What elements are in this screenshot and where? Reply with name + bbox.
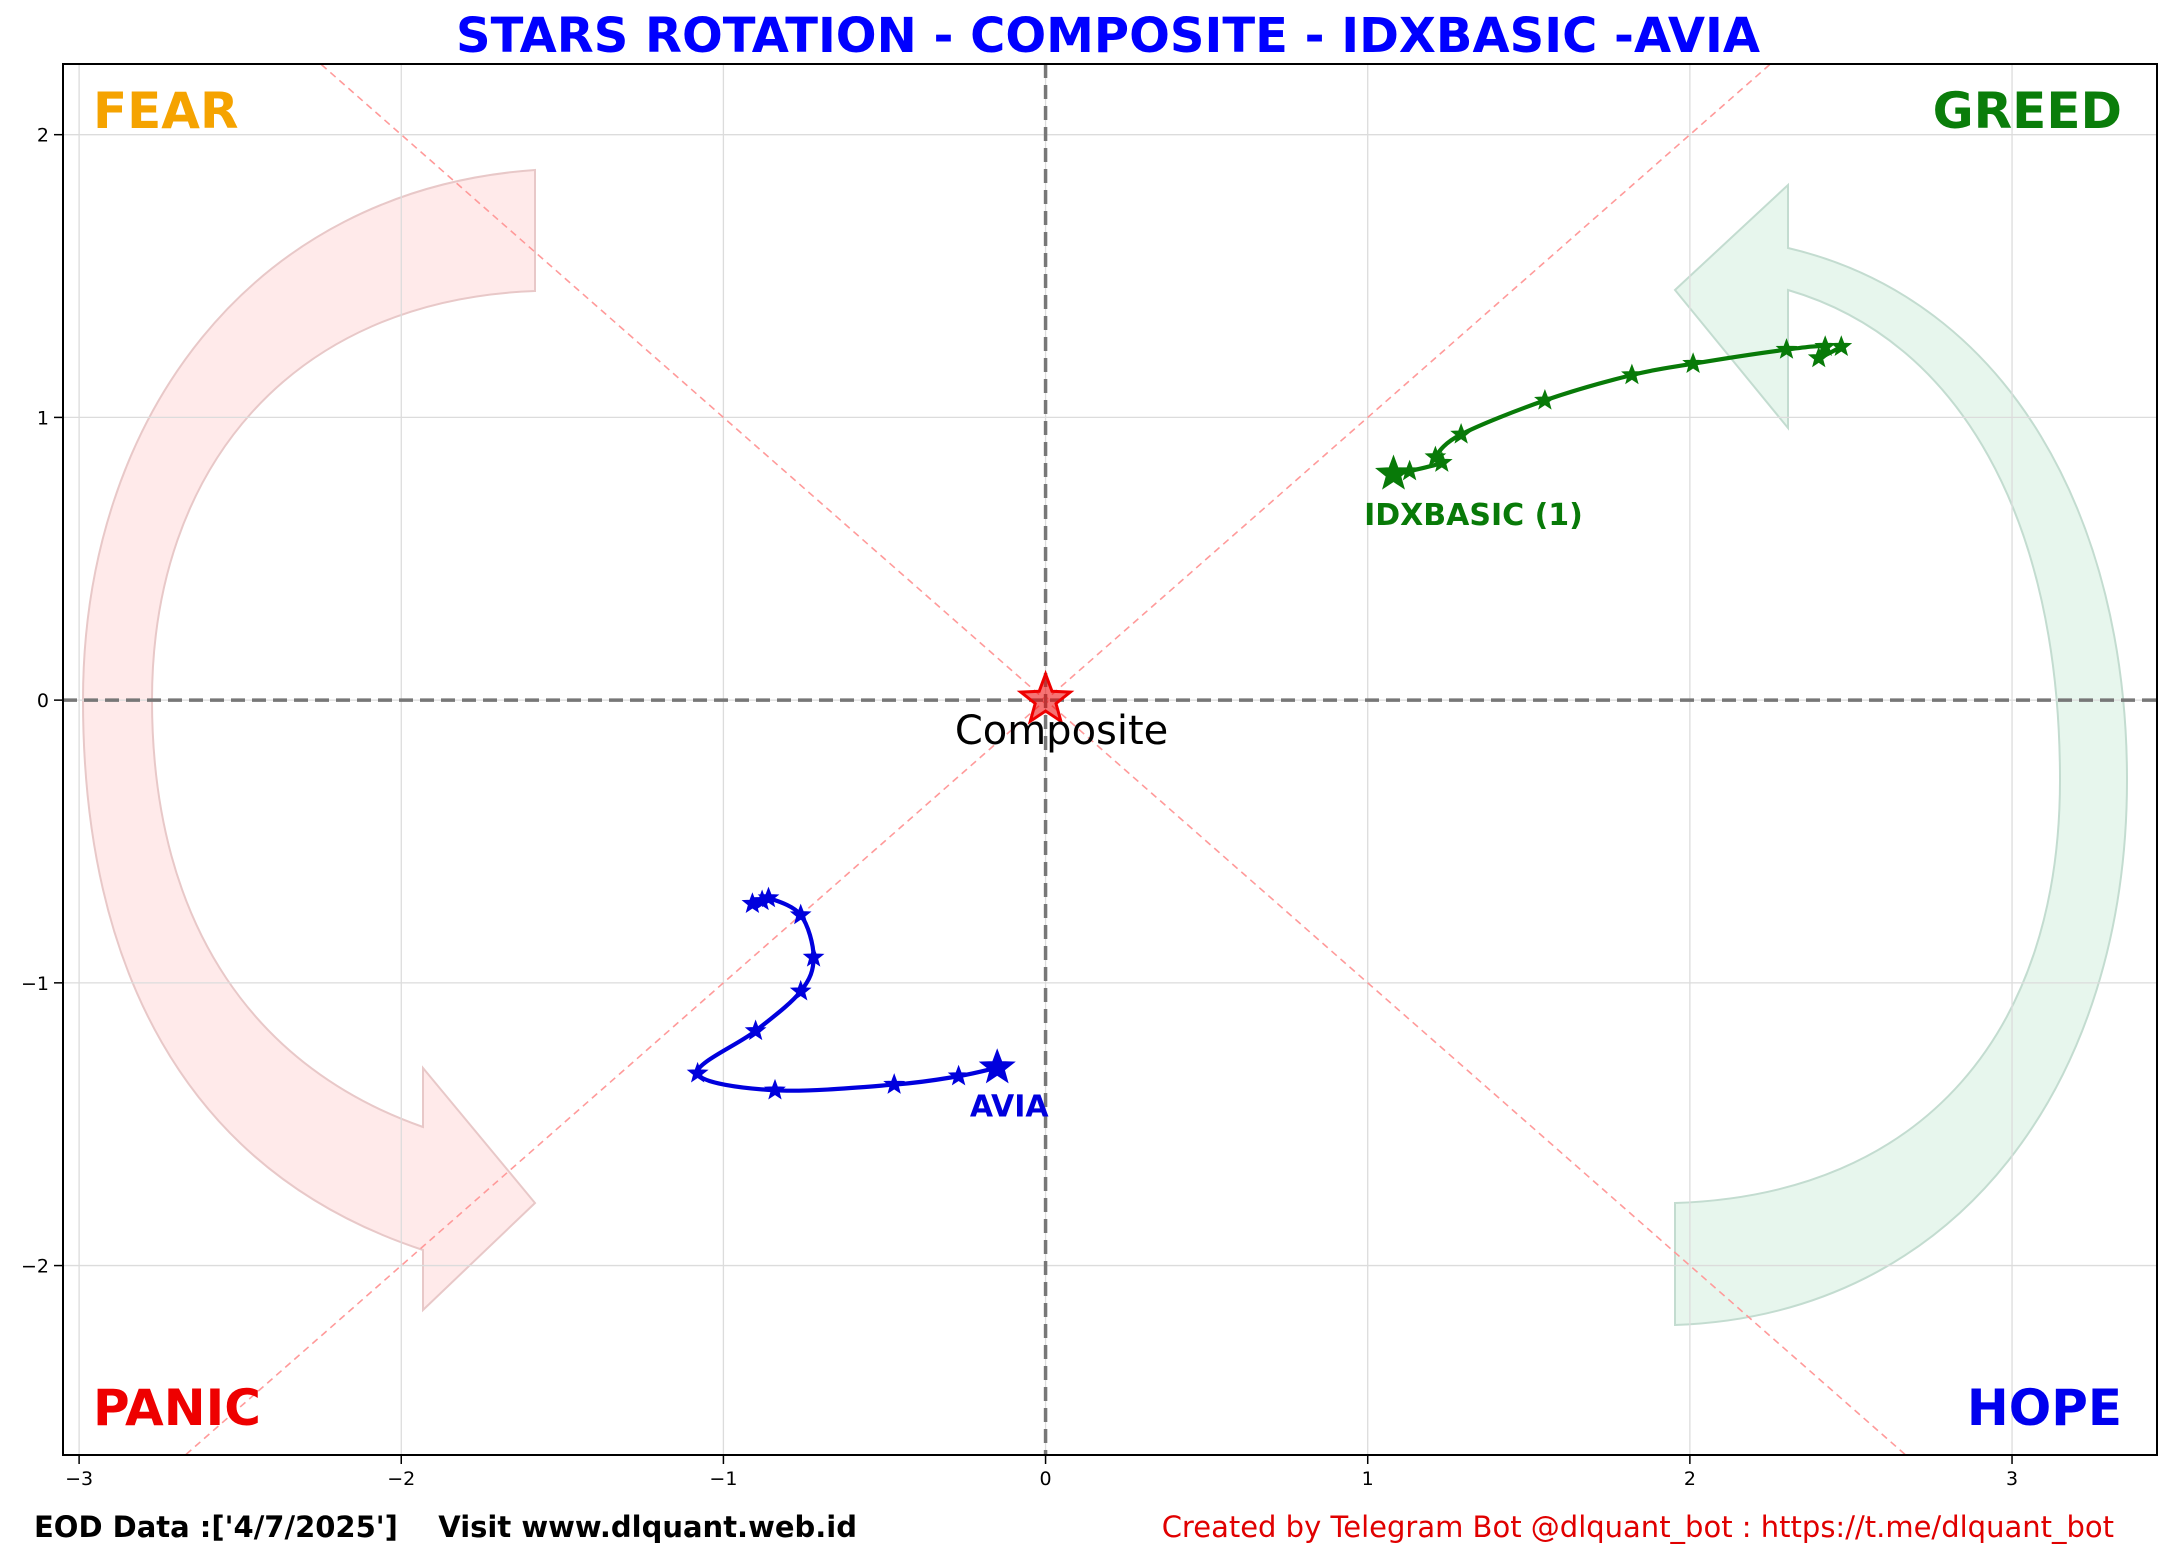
- plot-frame: [62, 63, 2158, 1456]
- series-point: [1534, 388, 1556, 410]
- y-tick-label: 0: [37, 690, 49, 712]
- x-tick-label: −3: [65, 1468, 93, 1490]
- footer-credit: Created by Telegram Bot @dlquant_bot : h…: [1161, 1510, 2114, 1544]
- series-point: [1682, 352, 1704, 373]
- y-tick-label: −2: [21, 1256, 49, 1278]
- series-point: [764, 1078, 786, 1100]
- y-tick-label: 2: [37, 125, 49, 147]
- series-point: [1430, 451, 1453, 472]
- composite-label: Composite: [955, 708, 1168, 754]
- x-tick-label: 2: [1684, 1468, 1696, 1490]
- series-2: AVIA: [686, 886, 1050, 1125]
- footer-eod-info: EOD Data :['4/7/2025'] Visit www.dlquant…: [34, 1510, 858, 1544]
- y-tick-label: 1: [37, 407, 49, 429]
- series-point: [1775, 338, 1798, 359]
- series-label: IDXBASIC (1): [1364, 498, 1583, 533]
- x-tick-label: 0: [1040, 1468, 1052, 1490]
- series-line: [695, 895, 998, 1093]
- plot-area: IDXBASIC (1) AVIA Composite −3 −2 −1 0 1 2 3 2 1 0…: [21, 63, 2158, 1490]
- x-tick-label: 1: [1362, 1468, 1374, 1490]
- series-point: [1375, 454, 1412, 490]
- quadrant-label-fear: FEAR: [93, 82, 239, 140]
- hope-greed-arrow: [1673, 182, 2129, 1327]
- series-point: [789, 903, 812, 925]
- series-point: [883, 1073, 906, 1094]
- series-point: [789, 979, 812, 1001]
- series-point: [757, 886, 780, 908]
- series-label: AVIA: [970, 1090, 1050, 1125]
- series-point: [1814, 335, 1837, 356]
- series-point: [686, 1061, 709, 1083]
- series-point: [1621, 363, 1643, 385]
- quadrant-label-greed: GREED: [1933, 82, 2122, 140]
- series-point: [947, 1064, 970, 1086]
- x-tick-label: 3: [2006, 1468, 2018, 1490]
- series-point: [744, 1019, 767, 1041]
- quadrant-label-hope: HOPE: [1967, 1379, 2122, 1437]
- series-1: IDXBASIC (1): [1364, 335, 1853, 533]
- y-tick-label: −1: [21, 973, 49, 995]
- quadrant-label-panic: PANIC: [93, 1379, 261, 1437]
- series-point: [802, 945, 825, 967]
- series-point: [1450, 422, 1473, 444]
- composite-star: [1016, 669, 1075, 725]
- fear-panic-arrow: [81, 168, 537, 1313]
- x-tick-label: −1: [709, 1468, 737, 1490]
- chart-title: STARS ROTATION - COMPOSITE - IDXBASIC -A…: [456, 8, 1760, 64]
- series-point: [1807, 346, 1830, 368]
- series-point: [978, 1048, 1016, 1084]
- x-tick-label: −2: [387, 1468, 415, 1490]
